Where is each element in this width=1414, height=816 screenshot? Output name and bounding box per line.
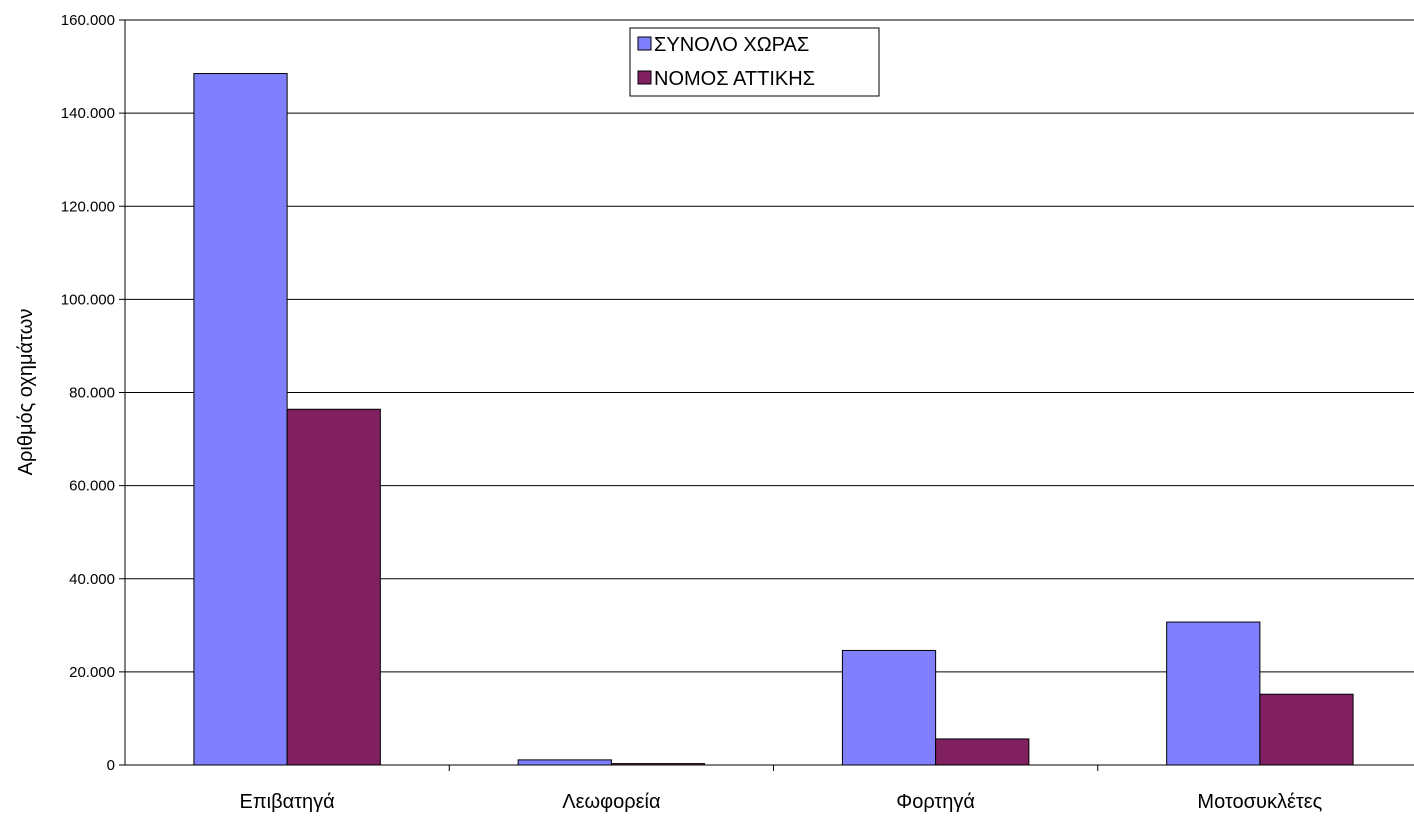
bar-series-2 [935,738,1030,766]
y-ticks: 0 20.000 40.000 60.000 80.000 100.000 120.000 1… [61,12,125,774]
bar-series-2 [286,408,381,766]
x-tick-label: Φορτηγά [896,791,975,813]
legend-swatch-series-1 [637,36,652,51]
bar-series-1 [193,73,288,766]
y-tick-label: 120.000 [61,198,115,215]
legend-label-series-1: ΣΥΝΟΛΟ ΧΩΡΑΣ [654,34,809,56]
legend-box [629,27,880,97]
x-tick-label: Λεωφορεία [562,791,660,813]
y-tick-label: 40.000 [69,571,115,588]
y-axis-title: Αριθμός οχημάτων [15,309,37,476]
bar-series-1 [1166,621,1261,766]
y-tick-label: 20.000 [69,664,115,681]
y-tick-label: 140.000 [61,105,115,122]
legend-swatch-series-2 [637,70,652,85]
legend-label-series-2: ΝΟΜΟΣ ΑΤΤΙΚΗΣ [654,68,815,90]
legend: ΣΥΝΟΛΟ ΧΩΡΑΣ ΝΟΜΟΣ ΑΤΤΙΚΗΣ [629,27,880,97]
bars [193,73,1354,766]
bar-series-2 [1259,693,1354,766]
x-ticks: Επιβατηγά Λεωφορεία Φορτηγά Μοτοσυκλέτες [240,765,1323,813]
y-tick-label: 80.000 [69,385,115,402]
x-tick-label: Μοτοσυκλέτες [1197,791,1322,813]
y-tick-label: 0 [107,757,115,774]
y-tick-label: 60.000 [69,478,115,495]
y-tick-label: 160.000 [61,12,115,29]
y-tick-label: 100.000 [61,291,115,308]
bar-series-1 [841,649,937,766]
bar-series-1 [517,759,612,766]
x-tick-label: Επιβατηγά [240,791,335,813]
